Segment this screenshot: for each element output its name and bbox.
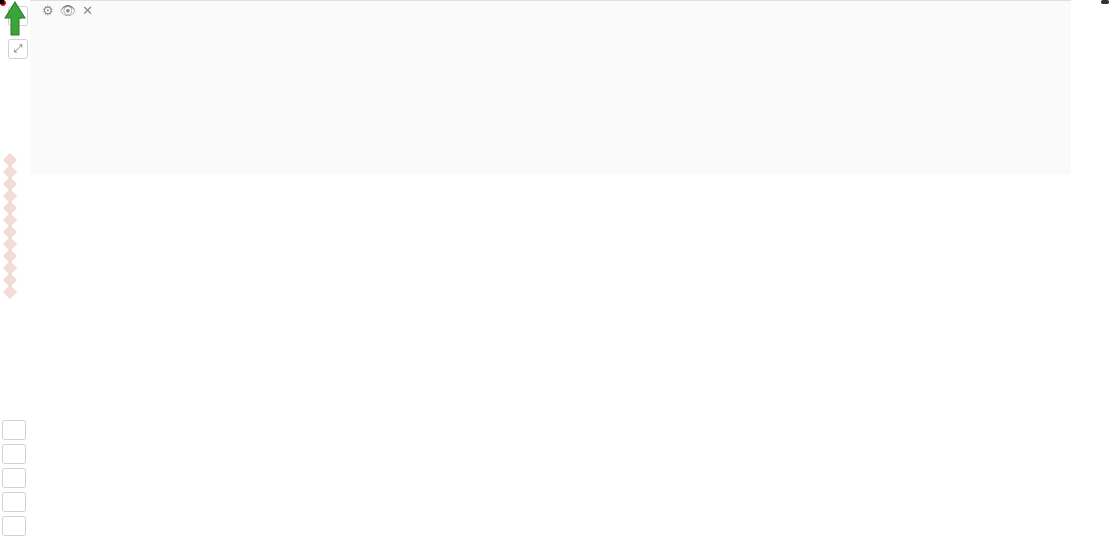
annotation-up-arrow	[0, 0, 30, 43]
annotation-box-rsi	[0, 0, 4, 4]
indicator-settings-icon[interactable]: ⚙	[42, 3, 54, 19]
current-price-badge	[1101, 0, 1109, 4]
price-axis	[1071, 60, 1111, 360]
rsi-panel: ⚙ 👁 ✕	[30, 0, 1071, 174]
timeframe-30m-button[interactable]	[2, 516, 26, 536]
rsi-chart	[30, 21, 1071, 171]
indicator-button[interactable]	[2, 492, 26, 512]
indicator-close-icon[interactable]: ✕	[82, 3, 93, 19]
chart-type-button[interactable]	[2, 420, 26, 440]
timeframe-5m-button[interactable]	[2, 444, 26, 464]
indicator-visibility-icon[interactable]: 👁	[60, 3, 77, 19]
sentiment-diamond-stack	[5, 155, 15, 297]
draw-tool-button[interactable]	[2, 468, 26, 488]
